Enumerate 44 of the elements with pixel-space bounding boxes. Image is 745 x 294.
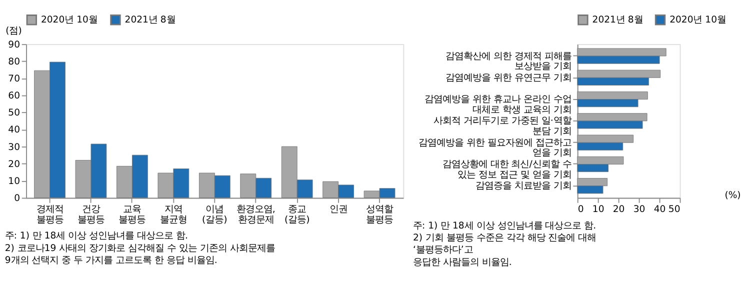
y-tick-label: 70 [8,74,20,85]
y-tick-label: 사회적 거리두기로 가중된 일·역할 분담 기회 [433,116,572,137]
legend-label: 2020년 10월 [670,14,726,26]
x-tick-label: 20 [612,204,625,216]
text: 2) 코로나19 사태의 장기화로 심각해질 수 있는 기존의 사회문제를 [4,242,275,254]
x-tick-label: 0 [578,204,584,216]
y-tick-label: 90 [8,39,20,50]
y-tick-label: 감염상황에 대한 최신/신뢰할 수 있는 정보 접근 및 얻을 기회 [442,159,572,180]
y-tick-label: 30 [8,142,20,153]
legend-label: 2020년 10월 [40,14,98,26]
y-tick-label: 0 [14,193,20,204]
x-tick-label: 50 [668,204,680,216]
y-tick-label: 감염예방을 위한 휴교나 온라인 수업 대체로 학생 교육의 기회 [424,94,572,116]
y-tick-label: 80 [8,56,20,68]
x-tick-label: 환경오염, 환경문제 [236,204,276,226]
x-tick-label: 40 [654,204,666,216]
x-tick-label: 30 [633,204,646,216]
y-tick-label: 40 [8,124,20,136]
y-tick-label: 50 [8,108,20,119]
y-tick-label: 감염예방을 위한 유연근무 기회 [445,72,572,84]
x-tick-label: 건강 불평등 [77,204,104,226]
text: 응답한 사람들의 비율임. [412,256,512,268]
text: 주: 1) 만 18세 이상 성인남녀를 대상으로 함. [412,220,596,232]
y-tick-label: 10 [8,176,20,187]
x-tick-label: 교육 불평등 [118,204,146,226]
x-tick-label: 지역 불균형 [160,204,187,226]
y-tick-label: 감염증을 치료받을 기회 [475,180,572,192]
x-tick-label: 이념 (갈등) [202,204,228,226]
y-tick-label: 60 [8,90,20,102]
y-axis-title: (점) [6,25,22,36]
x-tick-label: 성역할 불평등 [366,204,394,226]
legend-label: 2021년 8월 [124,14,176,26]
y-tick-label: 감염예방을 위한 필요자원에 접근하고 얻을 기회 [418,137,572,159]
text: 주: 1) 만 18세 이상 성인남녀를 대상으로 함. [4,230,188,242]
text: 2) 기회 불평등 수준은 각각 해당 진술에 대해 ‘불평등하다’고 [412,232,596,256]
x-tick-label: 종교 (갈등) [284,204,310,226]
text: 9개의 선택지 중 두 가지를 고르도록 한 응답 비율임. [4,254,218,266]
y-tick-label: 감염확산에 의한 경제적 피해를 보상받을 기회 [445,50,572,72]
y-tick-label: 20 [8,158,20,170]
x-axis-title: (%) [724,190,741,202]
x-tick-label: 경제적 불평등 [36,204,64,226]
legend-label: 2021년 8월 [592,14,643,26]
x-tick-label: 10 [592,204,604,216]
x-tick-label: 인권 [329,204,348,216]
